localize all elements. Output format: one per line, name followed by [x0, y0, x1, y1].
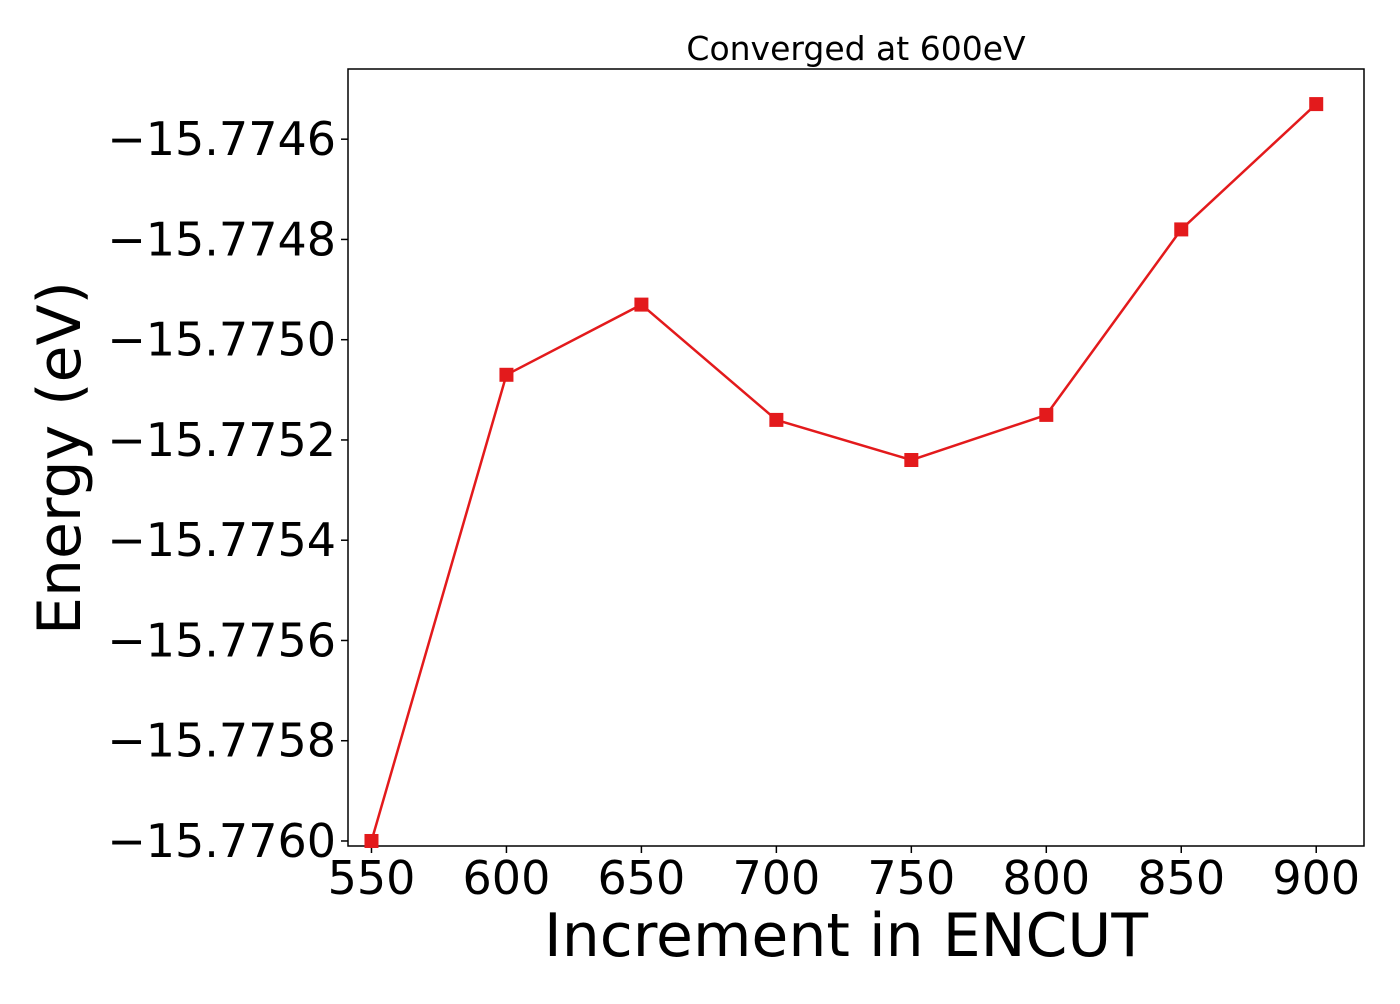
- data-point-marker: [1039, 407, 1054, 422]
- x-axis-label: Increment in ENCUT: [544, 901, 1148, 971]
- y-tick-label: −15.7746: [107, 112, 336, 166]
- y-tick-label: −15.7756: [107, 613, 336, 667]
- series-layer: [364, 97, 1324, 848]
- x-tick-label: 700: [732, 851, 820, 905]
- data-point-marker: [904, 453, 919, 468]
- y-tick-label: −15.7760: [107, 814, 336, 868]
- data-point-marker: [364, 833, 379, 848]
- data-point-marker: [634, 297, 649, 312]
- series-line: [370, 103, 1318, 842]
- y-tick-label: −15.7748: [107, 212, 336, 266]
- y-tick-label: −15.7758: [107, 714, 336, 768]
- data-point-marker: [1309, 97, 1324, 112]
- x-tick-label: 900: [1272, 851, 1360, 905]
- data-point-marker: [1174, 222, 1189, 237]
- y-tick-label: −15.7752: [107, 413, 336, 467]
- x-tick-label: 800: [1002, 851, 1090, 905]
- y-tick-label: −15.7750: [107, 313, 336, 367]
- x-axis: 550 600 650 700 750 800 850 900: [328, 846, 1360, 905]
- y-tick-label: −15.7754: [107, 513, 336, 567]
- data-point-marker: [769, 412, 784, 427]
- x-tick-label: 550: [328, 851, 416, 905]
- data-point-marker: [499, 367, 514, 382]
- x-tick-label: 650: [598, 851, 686, 905]
- chart-title: Converged at 600eV: [686, 29, 1026, 68]
- x-tick-label: 750: [867, 851, 955, 905]
- y-axis-label: Energy (eV): [25, 281, 95, 635]
- x-tick-label: 850: [1137, 851, 1225, 905]
- plot-area-frame: [347, 68, 1365, 847]
- x-tick-label: 600: [463, 851, 551, 905]
- y-axis: −15.7760 −15.7758 −15.7756 −15.7754 −15.7752…: [107, 112, 348, 868]
